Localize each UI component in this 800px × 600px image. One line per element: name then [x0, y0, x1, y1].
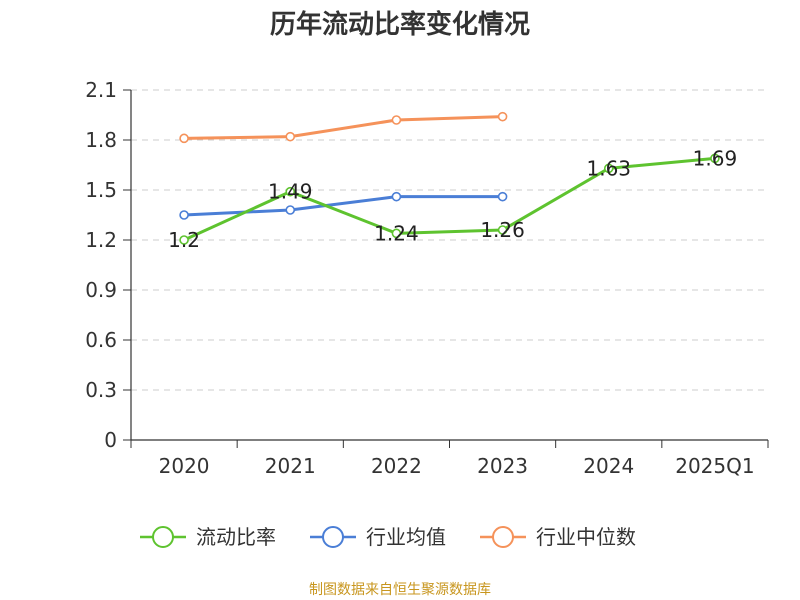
data-label: 1.63: [586, 156, 631, 180]
y-tick-label: 1.2: [85, 228, 117, 252]
data-point[interactable]: [497, 191, 508, 202]
series: [179, 111, 720, 245]
data-point[interactable]: [391, 228, 402, 239]
y-tick-label: 0.9: [85, 278, 117, 302]
legend-label: 流动比率: [196, 525, 276, 549]
series-1: [179, 191, 508, 220]
data-labels: 1.2 1.49 1.24 1.26 1.63 1.69: [168, 146, 737, 252]
y-tick-label: 0.3: [85, 378, 117, 402]
y-tick-label: 2.1: [85, 78, 117, 102]
data-point[interactable]: [179, 133, 189, 144]
data-point[interactable]: [179, 235, 189, 245]
y-tick-label: 0.6: [85, 328, 117, 352]
axes: 0 0.3 0.6 0.9 1.2 1.5 1.8 2.1 2020 2021 2022 2023 20…: [85, 78, 769, 478]
data-point[interactable]: [391, 115, 402, 125]
data-point[interactable]: [497, 225, 508, 235]
x-tick-label: 2025Q1: [675, 454, 754, 478]
data-point[interactable]: [497, 111, 508, 122]
y-tick-label: 1.5: [85, 178, 117, 202]
data-point[interactable]: [285, 131, 296, 142]
x-tick-label: 2023: [477, 454, 528, 478]
legend[interactable]: 流动比率 行业均值 行业中位数: [140, 525, 636, 549]
x-tick-label: 2022: [371, 454, 422, 478]
series-line: [184, 195, 503, 217]
data-point[interactable]: [603, 163, 614, 174]
x-tick-label: 2021: [265, 454, 316, 478]
data-label: 1.69: [693, 146, 738, 170]
series-0: [179, 153, 720, 245]
series-line: [183, 156, 716, 242]
x-tick-label: 2024: [583, 454, 634, 478]
data-point[interactable]: [179, 210, 189, 220]
chart-title: 历年流动比率变化情况: [270, 9, 530, 40]
legend-label: 行业中位数: [536, 525, 636, 549]
legend-swatch-marker: [492, 526, 514, 548]
source-note: 制图数据来自恒生聚源数据库: [309, 582, 491, 598]
data-label: 1.24: [374, 221, 419, 245]
y-tick-label: 1.8: [85, 128, 117, 152]
legend-swatch-marker: [322, 526, 344, 548]
legend-item[interactable]: 行业均值: [310, 525, 446, 549]
legend-swatch-marker: [152, 526, 174, 548]
grid: [131, 89, 768, 391]
series-2: [179, 111, 508, 144]
y-tick-label: 0: [104, 428, 117, 452]
data-point[interactable]: [710, 153, 720, 164]
series-line: [184, 115, 503, 140]
data-point[interactable]: [285, 186, 296, 197]
legend-item[interactable]: 行业中位数: [480, 525, 636, 549]
legend-label: 行业均值: [366, 525, 446, 549]
data-label: 1.26: [480, 218, 525, 242]
legend-item[interactable]: 流动比率: [140, 525, 276, 549]
data-point[interactable]: [285, 205, 296, 215]
x-tick-label: 2020: [159, 454, 210, 478]
data-point[interactable]: [391, 191, 402, 202]
data-label: 1.2: [168, 228, 200, 252]
data-label: 1.49: [268, 180, 313, 204]
